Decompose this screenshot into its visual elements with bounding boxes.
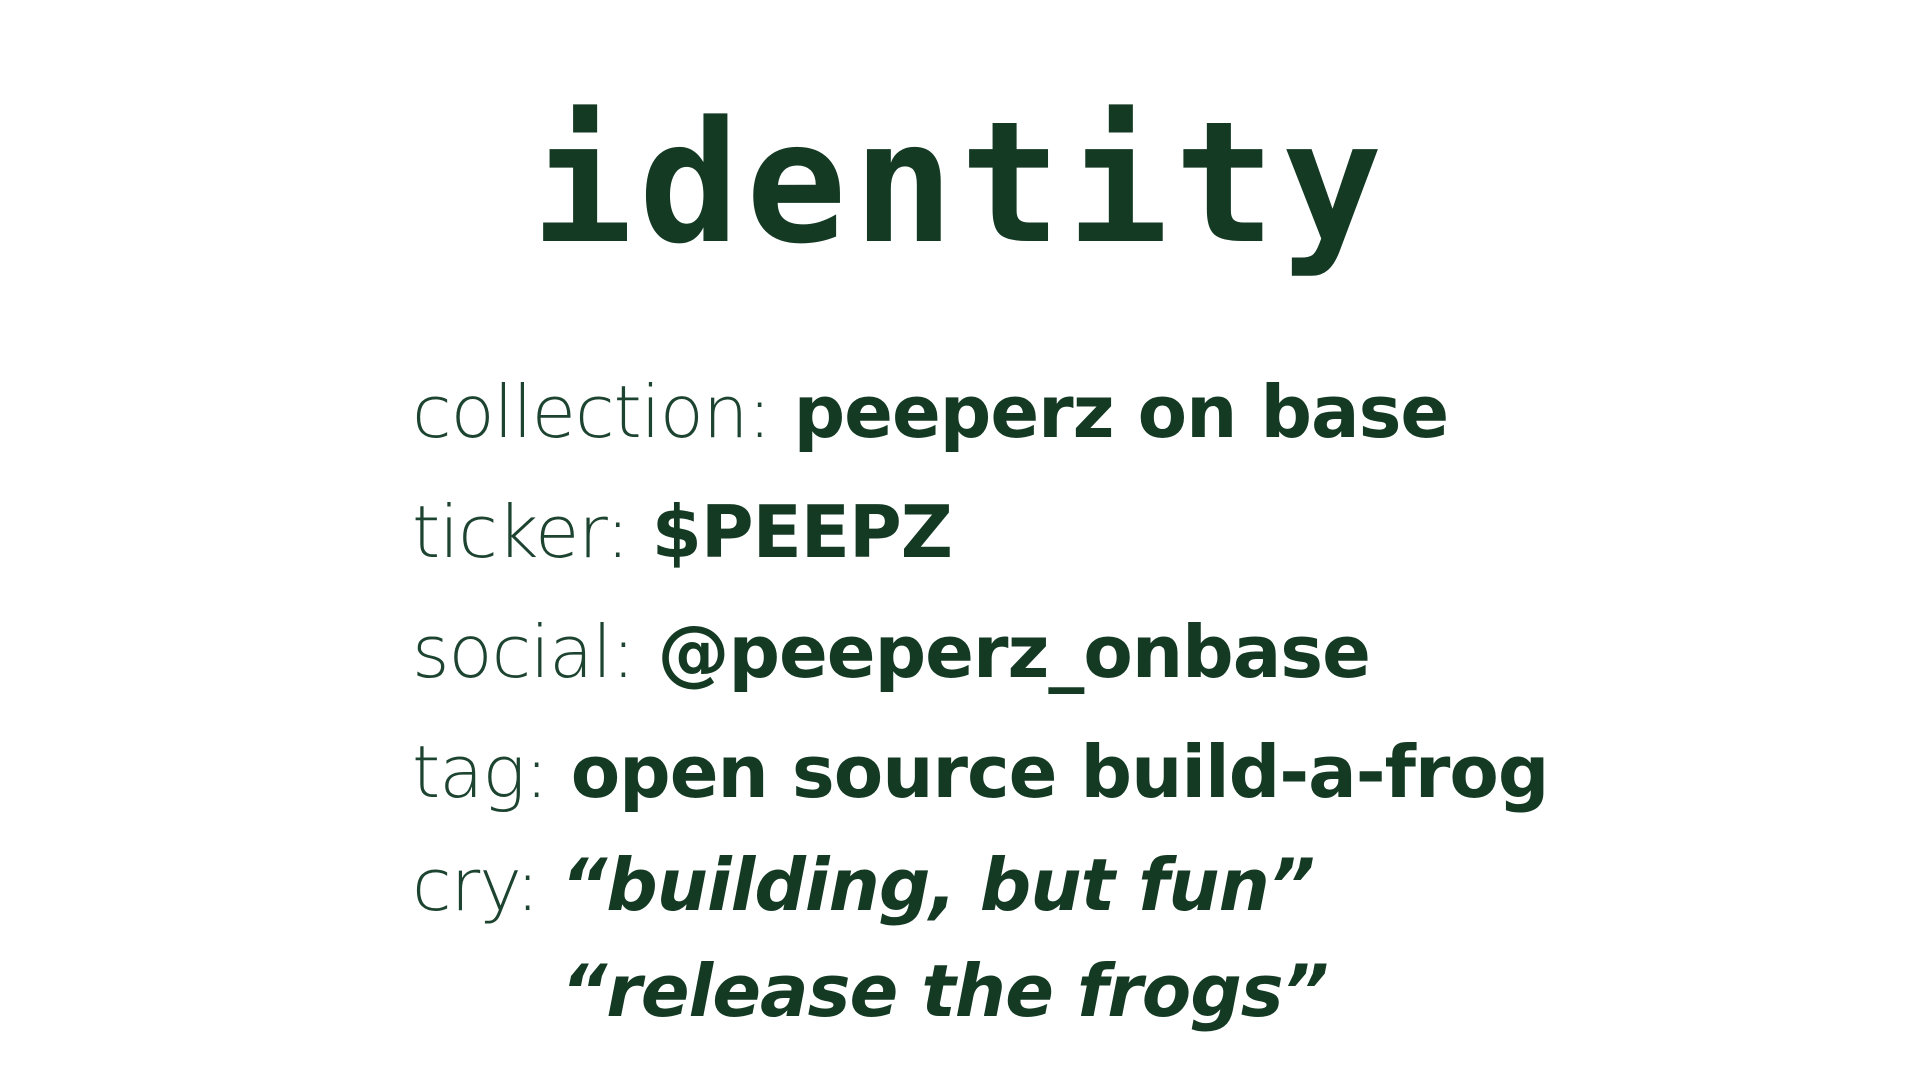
tag-label: tag: [412,730,549,814]
ticker-value: $PEEPZ [651,490,953,574]
social-label: social: [412,610,636,694]
cry-value-1: “building, but fun” [560,843,1315,927]
cry-values: “building, but fun” “release the frogs” [539,832,1329,1044]
ticker-label: ticker: [412,490,630,574]
cry-row: cry: “building, but fun” “release the fr… [412,832,1548,1044]
collection-label: collection: [412,370,772,454]
page-title: identity [531,85,1389,281]
social-row: social: @peeperz_onbase [412,592,1548,712]
collection-value: peeperz on base [793,370,1450,454]
collection-row: collection: peeperz on base [412,352,1548,472]
social-value: @peeperz_onbase [657,610,1371,694]
tag-value: open source build-a-frog [570,730,1550,814]
ticker-row: ticker: $PEEPZ [412,472,1548,592]
cry-value-2: “release the frogs” [560,949,1329,1033]
identity-list: collection: peeperz on base ticker: $PEE… [412,352,1550,1044]
cry-label: cry: [412,843,540,927]
tag-row: tag: open source build-a-frog [412,712,1550,832]
